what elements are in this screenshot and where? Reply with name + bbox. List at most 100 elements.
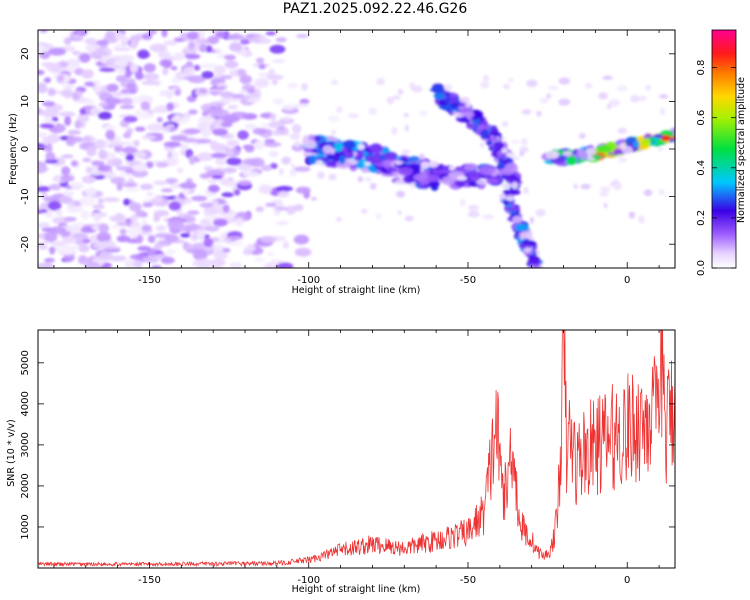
spectrogram-cell (74, 119, 82, 129)
spectrogram-cell (134, 108, 148, 117)
spectrogram-cell (171, 151, 179, 160)
snr-x-ticks: -150 -100 -50 0 (53, 330, 660, 586)
spectrogram-cell (258, 184, 273, 194)
spectrogram-cell (211, 174, 223, 180)
spectrogram-cell (168, 201, 181, 211)
spectrogram-cell (657, 147, 664, 152)
spectrogram-cell (501, 120, 509, 128)
colorbar-gradient (711, 29, 737, 269)
spectrogram-cell (171, 77, 179, 84)
spectrogram-cell (85, 166, 93, 174)
spectrogram-cell (354, 155, 363, 162)
spectrogram-cell (404, 215, 414, 222)
spectrogram-cell (602, 75, 613, 80)
spectrogram-cell (122, 182, 139, 188)
spectrogram-cell (57, 74, 65, 82)
spectrogram-cell (292, 204, 304, 212)
spectrogram-cell (84, 261, 100, 268)
spectrogram-cell (467, 211, 480, 218)
spectrogram-cell (505, 196, 514, 202)
colorbar-tick-label: 0.2 (696, 210, 707, 226)
spectrogram-cell (38, 107, 43, 116)
spectrogram-cell (391, 127, 398, 135)
spectrogram-cell (326, 153, 340, 161)
spectrogram-cell (173, 114, 181, 119)
spectrogram-cell (383, 151, 398, 160)
spectrogram-cell (270, 259, 285, 264)
spectrogram-cell (105, 30, 115, 40)
spectrogram-cell (123, 115, 138, 123)
colorbar-label: Normalized spectral amplitude (736, 77, 747, 223)
spectrogram-cell (322, 145, 334, 154)
spectrogram-cell (617, 127, 627, 134)
spectrogram-y-tick-label: -20 (20, 236, 31, 252)
spectrogram-cell (70, 160, 78, 167)
spectrogram-cell (163, 141, 182, 148)
spectrogram-cell (114, 212, 124, 220)
spectrogram-cell (336, 106, 344, 114)
spectrogram-cell (476, 179, 486, 186)
spectrogram-cell (408, 163, 423, 169)
spectrogram-cell (523, 247, 532, 253)
spectrogram-cell (221, 192, 234, 198)
spectrogram-cell (364, 161, 372, 166)
spectrogram-cell (221, 114, 240, 124)
spectrogram-cell (520, 137, 528, 146)
spectrogram-cell (606, 103, 612, 110)
spectrogram-cell (418, 180, 430, 185)
spectrogram-cell (191, 243, 205, 250)
spectrogram-cell (55, 209, 63, 217)
spectrogram-cell (253, 140, 265, 150)
spectrogram-cell (282, 241, 290, 249)
spectrogram-x-axis-label: Height of straight line (km) (292, 285, 421, 296)
spectrogram-cell (198, 30, 206, 39)
spectrogram-cell (246, 97, 261, 103)
spectrogram-cell (129, 221, 141, 230)
spectrogram-cell (200, 63, 218, 69)
spectrogram-cell (146, 123, 165, 132)
spectrogram-cell (128, 202, 142, 212)
spectrogram-cell (49, 246, 56, 255)
spectrogram-cell (164, 234, 179, 243)
spectrogram-y-axis-label: Frequency (Hz) (8, 113, 19, 185)
spectrogram-cell (547, 85, 559, 91)
spectrogram-cell (392, 95, 401, 100)
spectrogram-cell (616, 85, 628, 93)
spectrogram-cell (347, 112, 359, 119)
spectrogram-cell (193, 64, 201, 71)
spectrogram-cell (153, 242, 163, 251)
spectrogram-cell (131, 96, 141, 105)
colorbar-ticks: 0.0 0.2 0.4 0.6 0.8 (696, 60, 736, 276)
spectrogram-cell (293, 166, 311, 172)
spectrogram-cell (502, 158, 510, 165)
spectrogram-cell (147, 235, 156, 244)
spectrogram-cell (211, 143, 227, 153)
spectrogram-cell (38, 132, 48, 138)
spectrogram-cell (485, 179, 499, 184)
spectrogram-cell (503, 84, 510, 89)
spectrogram-cell (259, 34, 267, 45)
spectrogram-cell (196, 152, 215, 162)
spectrogram-cell (491, 125, 498, 131)
spectrogram-cell (38, 180, 43, 188)
spectrogram-cell (199, 173, 211, 179)
spectrogram-cell (187, 210, 200, 215)
spectrogram-cell (170, 66, 178, 71)
spectrogram-cell (65, 225, 81, 233)
spectrogram-cell (113, 61, 129, 66)
spectrogram-cell (141, 135, 157, 140)
spectrogram-x-ticks: -150 -100 -50 0 (53, 30, 660, 286)
spectrogram-cell (210, 152, 228, 159)
spectrogram-cell (161, 30, 168, 38)
spectrogram-cell (113, 47, 132, 52)
spectrogram-cell (514, 223, 530, 232)
spectrogram-cell (183, 128, 202, 135)
spectrogram-cell (226, 235, 244, 240)
snr-y-tick-label: 4000 (20, 391, 31, 416)
spectrogram-cell (309, 154, 316, 164)
spectrogram-cell (70, 181, 84, 191)
spectrogram-cell (265, 31, 277, 36)
spectrogram-cell (528, 255, 540, 264)
